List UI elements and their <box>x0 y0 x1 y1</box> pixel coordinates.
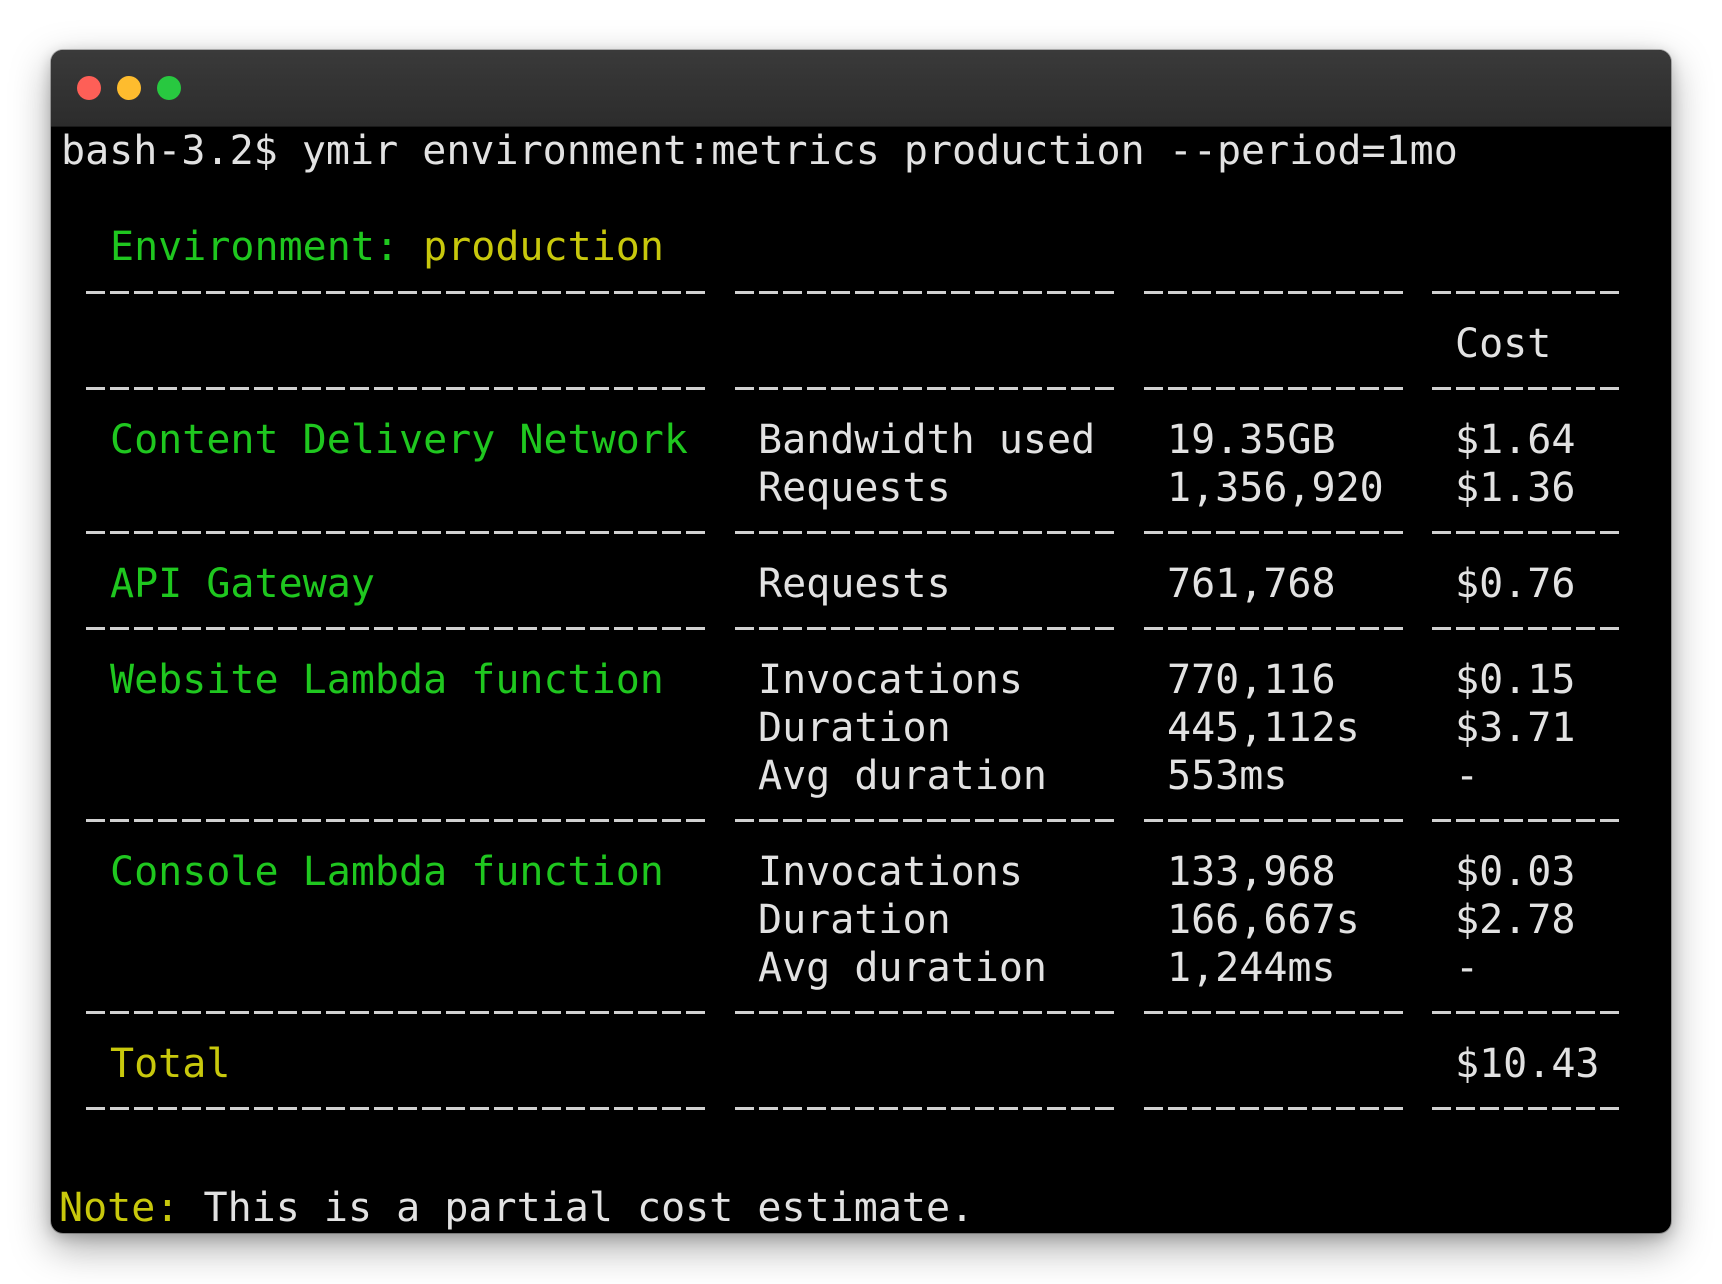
total-label: Total <box>110 1041 231 1087</box>
metric-cost: $0.03 <box>1455 849 1576 895</box>
metric-name: Requests <box>758 465 951 511</box>
metric-cost: $2.78 <box>1455 897 1576 943</box>
note-line: Note: This is a partial cost estimate. <box>59 1184 974 1232</box>
metric-cost: $1.64 <box>1455 417 1576 463</box>
table-divider <box>51 387 1671 390</box>
table-divider <box>51 1107 1671 1110</box>
shell-prompt: bash-3.2$ <box>61 128 278 174</box>
metric-value: 1,356,920 <box>1167 465 1384 511</box>
metric-value: 133,968 <box>1167 849 1336 895</box>
metric-value: 761,768 <box>1167 561 1336 607</box>
service-name: Content Delivery Network <box>110 417 688 463</box>
command-text: ymir environment:metrics production --pe… <box>301 128 1458 174</box>
table-divider <box>51 291 1671 294</box>
service-name: Website Lambda function <box>110 657 664 703</box>
metric-value: 445,112s <box>1167 705 1360 751</box>
metric-name: Avg duration <box>758 945 1047 991</box>
metric-cost: - <box>1455 753 1480 799</box>
cost-column-header: Cost <box>1455 321 1552 367</box>
metric-name: Bandwidth used <box>758 417 1096 463</box>
window-titlebar <box>51 50 1671 127</box>
metric-value: 553ms <box>1167 753 1288 799</box>
table-divider <box>51 627 1671 630</box>
metric-name: Duration <box>758 705 951 751</box>
metric-cost: $0.76 <box>1455 561 1576 607</box>
metric-name: Invocations <box>758 657 1023 703</box>
metric-cost: $0.15 <box>1455 657 1576 703</box>
table-divider <box>51 819 1671 822</box>
environment-header: Environment: production <box>110 223 664 271</box>
table-divider <box>51 531 1671 534</box>
metric-value: 770,116 <box>1167 657 1336 703</box>
metric-name: Invocations <box>758 849 1023 895</box>
service-name: API Gateway <box>110 561 375 607</box>
metric-name: Duration <box>758 897 951 943</box>
close-window-button[interactable] <box>77 76 101 100</box>
note-text: This is a partial cost estimate. <box>203 1185 975 1231</box>
environment-label: Environment: <box>110 224 399 270</box>
environment-value: production <box>423 224 664 270</box>
metric-value: 1,244ms <box>1167 945 1336 991</box>
maximize-window-button[interactable] <box>157 76 181 100</box>
table-divider <box>51 1011 1671 1014</box>
minimize-window-button[interactable] <box>117 76 141 100</box>
terminal-window: bash-3.2$ ymir environment:metrics produ… <box>51 50 1671 1233</box>
metric-name: Avg duration <box>758 753 1047 799</box>
command-line: bash-3.2$ ymir environment:metrics produ… <box>61 127 1458 175</box>
metric-cost: - <box>1455 945 1480 991</box>
metric-cost: $1.36 <box>1455 465 1576 511</box>
service-name: Console Lambda function <box>110 849 664 895</box>
terminal-output[interactable]: bash-3.2$ ymir environment:metrics produ… <box>51 126 1671 1233</box>
metric-value: 19.35GB <box>1167 417 1336 463</box>
note-label: Note: <box>59 1185 180 1231</box>
metric-value: 166,667s <box>1167 897 1360 943</box>
total-value: $10.43 <box>1455 1041 1600 1087</box>
metric-cost: $3.71 <box>1455 705 1576 751</box>
metric-name: Requests <box>758 561 951 607</box>
